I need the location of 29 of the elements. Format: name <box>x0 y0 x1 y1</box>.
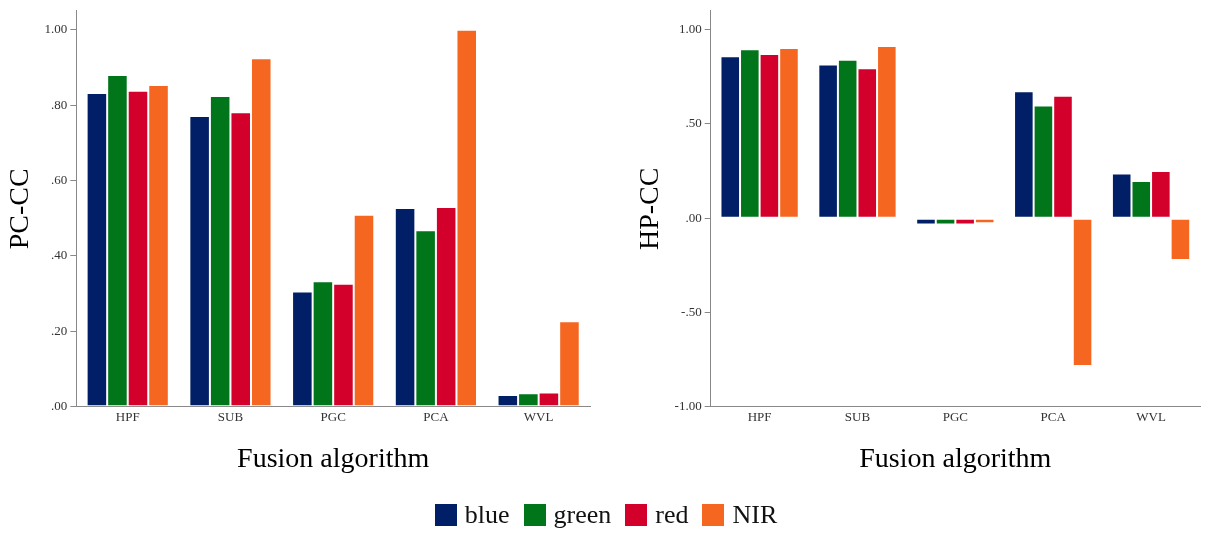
legend-label: green <box>553 500 612 530</box>
x-tick-label: WVL <box>1136 409 1166 425</box>
x-tick-label: HPF <box>115 409 140 425</box>
x-axis-title: Fusion algorithm <box>237 441 430 473</box>
y-tick-label: 1.00 <box>678 21 702 37</box>
x-tick-label: PGC <box>320 409 346 425</box>
x-tick-label: WVL <box>523 409 554 425</box>
x-tick-label: SUB <box>844 409 871 425</box>
x-tick-label: SUB <box>217 409 244 425</box>
y-tick-label: .00 <box>51 398 68 414</box>
x-axis-title: Fusion algorithm <box>859 441 1052 473</box>
y-tick-label: .20 <box>51 322 68 338</box>
x-tick-label: PGC <box>942 409 968 425</box>
y-tick-label: -.50 <box>681 303 702 319</box>
legend-label: blue <box>464 500 510 530</box>
y-tick-label: .60 <box>51 171 68 187</box>
legend-label: red <box>655 500 689 530</box>
y-tick-label: .80 <box>51 96 68 112</box>
y-tick-label: .40 <box>51 247 68 263</box>
y-tick-label: .00 <box>685 209 702 225</box>
x-tick-label: HPF <box>747 409 772 425</box>
x-tick-label: PCA <box>1040 409 1067 425</box>
y-axis-title: HP-CC <box>633 167 665 251</box>
y-tick-label: -1.00 <box>674 398 702 414</box>
x-tick-label: PCA <box>423 409 450 425</box>
y-axis-title: PC-CC <box>3 168 35 250</box>
legend-label: NIR <box>732 500 778 530</box>
y-tick-label: 1.00 <box>44 21 68 37</box>
y-tick-label: .50 <box>685 115 702 131</box>
